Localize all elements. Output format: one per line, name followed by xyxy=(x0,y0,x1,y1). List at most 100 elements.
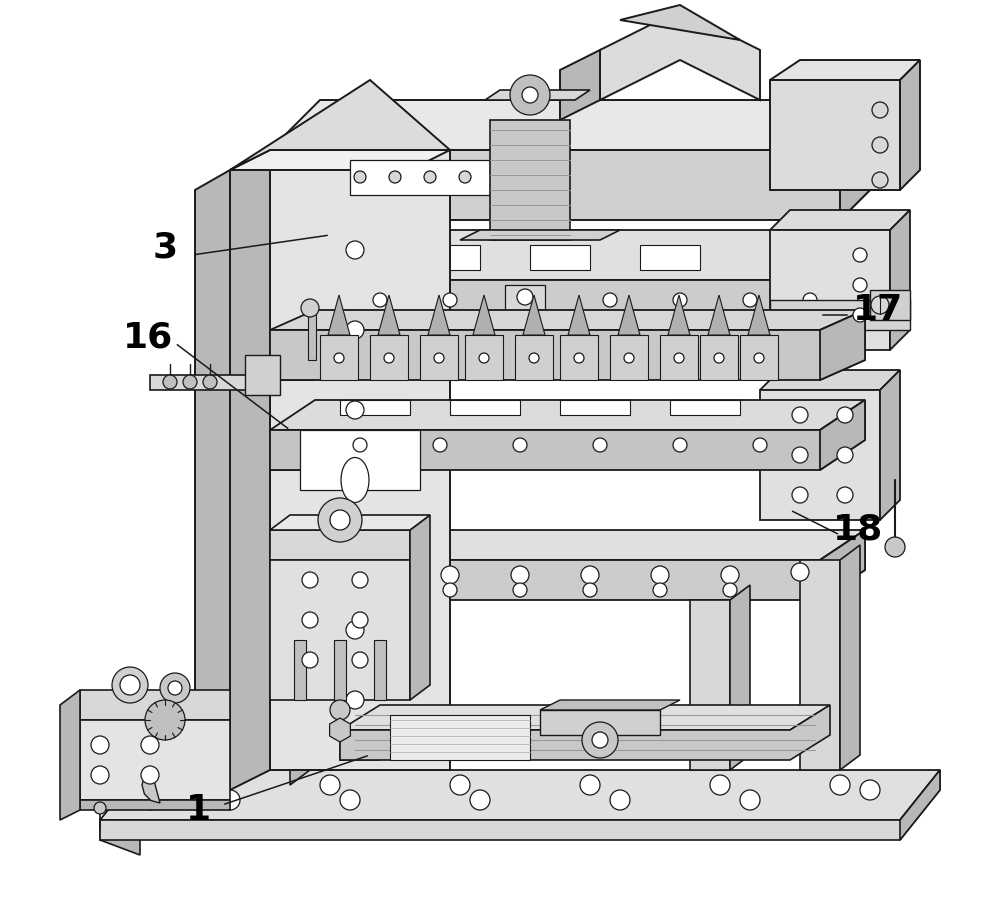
Circle shape xyxy=(112,667,148,703)
Polygon shape xyxy=(370,335,408,380)
Circle shape xyxy=(373,293,387,307)
Circle shape xyxy=(721,566,739,584)
Polygon shape xyxy=(465,335,503,380)
Circle shape xyxy=(517,289,533,305)
Circle shape xyxy=(346,321,364,339)
Polygon shape xyxy=(80,720,230,800)
Circle shape xyxy=(334,353,344,363)
Circle shape xyxy=(830,775,850,795)
Circle shape xyxy=(443,583,457,597)
Circle shape xyxy=(513,583,527,597)
Polygon shape xyxy=(340,705,830,730)
Circle shape xyxy=(603,293,617,307)
Circle shape xyxy=(792,447,808,463)
Polygon shape xyxy=(245,355,280,395)
Polygon shape xyxy=(378,295,400,335)
Circle shape xyxy=(582,722,618,758)
Circle shape xyxy=(384,353,394,363)
Polygon shape xyxy=(300,430,420,490)
Circle shape xyxy=(593,438,607,452)
Circle shape xyxy=(320,775,340,795)
Polygon shape xyxy=(340,705,830,760)
Circle shape xyxy=(434,353,444,363)
Polygon shape xyxy=(100,770,940,840)
Circle shape xyxy=(853,248,867,262)
Polygon shape xyxy=(840,100,890,220)
Circle shape xyxy=(301,299,319,317)
Circle shape xyxy=(443,293,457,307)
Polygon shape xyxy=(230,80,450,170)
Circle shape xyxy=(340,790,360,810)
Circle shape xyxy=(610,790,630,810)
Polygon shape xyxy=(770,230,890,350)
Circle shape xyxy=(120,675,140,695)
Circle shape xyxy=(574,353,584,363)
Polygon shape xyxy=(730,585,750,770)
Polygon shape xyxy=(270,560,410,700)
Circle shape xyxy=(346,691,364,709)
Circle shape xyxy=(710,775,730,795)
Polygon shape xyxy=(294,640,306,700)
Polygon shape xyxy=(560,50,600,120)
Circle shape xyxy=(459,171,471,183)
Polygon shape xyxy=(880,370,900,520)
Circle shape xyxy=(302,652,318,668)
Polygon shape xyxy=(270,280,320,320)
Polygon shape xyxy=(142,769,160,803)
Circle shape xyxy=(346,241,364,259)
Circle shape xyxy=(674,353,684,363)
Polygon shape xyxy=(308,308,316,360)
Polygon shape xyxy=(560,400,630,415)
Polygon shape xyxy=(568,295,590,335)
Circle shape xyxy=(592,732,608,748)
Polygon shape xyxy=(330,718,350,742)
Ellipse shape xyxy=(341,458,369,503)
Circle shape xyxy=(837,407,853,423)
Polygon shape xyxy=(60,690,80,820)
Circle shape xyxy=(580,775,600,795)
Circle shape xyxy=(168,681,182,695)
Circle shape xyxy=(853,308,867,322)
Circle shape xyxy=(352,612,368,628)
Polygon shape xyxy=(270,150,450,770)
Polygon shape xyxy=(410,515,430,700)
Polygon shape xyxy=(618,295,640,335)
Polygon shape xyxy=(334,640,346,700)
Polygon shape xyxy=(660,335,698,380)
Polygon shape xyxy=(230,150,270,790)
Circle shape xyxy=(714,353,724,363)
Circle shape xyxy=(792,487,808,503)
Polygon shape xyxy=(560,335,598,380)
Circle shape xyxy=(871,296,889,314)
Circle shape xyxy=(583,583,597,597)
Polygon shape xyxy=(740,335,778,380)
Circle shape xyxy=(183,375,197,389)
Circle shape xyxy=(353,438,367,452)
Polygon shape xyxy=(770,210,910,230)
Circle shape xyxy=(373,583,387,597)
Polygon shape xyxy=(374,640,386,700)
Circle shape xyxy=(740,790,760,810)
Polygon shape xyxy=(668,295,690,335)
Polygon shape xyxy=(640,245,700,270)
Polygon shape xyxy=(708,295,730,335)
Polygon shape xyxy=(450,400,520,415)
Polygon shape xyxy=(900,770,940,840)
Polygon shape xyxy=(270,560,315,600)
Polygon shape xyxy=(270,515,430,530)
Polygon shape xyxy=(523,295,545,335)
Polygon shape xyxy=(320,335,358,380)
Polygon shape xyxy=(270,530,865,600)
Polygon shape xyxy=(428,295,450,335)
Circle shape xyxy=(330,700,350,720)
Text: 3: 3 xyxy=(152,231,178,265)
Polygon shape xyxy=(80,800,230,810)
Circle shape xyxy=(352,572,368,588)
Polygon shape xyxy=(270,230,890,320)
Text: 1: 1 xyxy=(185,793,211,827)
Polygon shape xyxy=(270,310,865,330)
Polygon shape xyxy=(360,245,480,270)
Polygon shape xyxy=(890,210,910,350)
Text: 16: 16 xyxy=(123,321,173,355)
Polygon shape xyxy=(270,400,865,470)
